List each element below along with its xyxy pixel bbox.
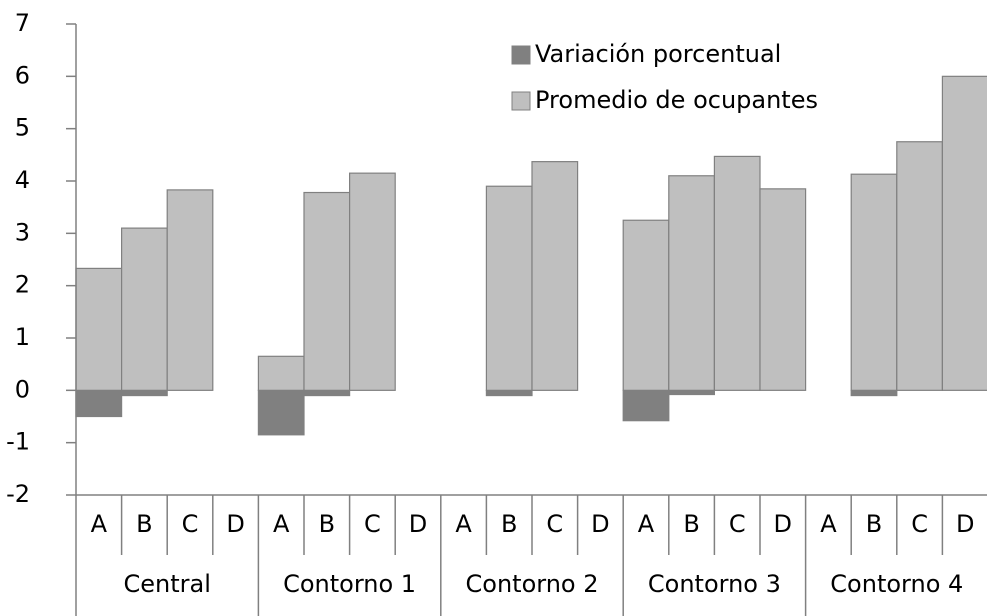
bar — [257, 355, 305, 391]
bar — [850, 173, 898, 391]
bar — [668, 175, 715, 391]
bar — [850, 389, 898, 397]
x-tick-label: D — [774, 510, 792, 538]
x-tick-label: B — [136, 510, 152, 538]
bar — [622, 389, 670, 422]
x-tick-label: B — [866, 510, 882, 538]
bar — [485, 389, 533, 397]
y-tick-label: 3 — [15, 218, 30, 246]
y-tick-label: 2 — [15, 271, 30, 299]
legend-label: Promedio de ocupantes — [535, 86, 818, 114]
x-tick-label: D — [591, 510, 609, 538]
legend-swatch — [511, 45, 531, 65]
group-label: Contorno 1 — [283, 570, 416, 598]
bar — [941, 75, 987, 391]
group-label: Central — [124, 570, 211, 598]
x-tick-label: B — [683, 510, 699, 538]
x-tick-label: A — [91, 510, 108, 538]
x-tick-label: D — [956, 510, 974, 538]
bar — [120, 389, 168, 397]
x-tick-label: B — [501, 510, 517, 538]
x-tick-label: C — [729, 510, 746, 538]
x-tick-label: C — [546, 510, 563, 538]
bar — [303, 389, 351, 397]
y-tick-label: 1 — [15, 323, 30, 351]
bar — [759, 188, 807, 391]
x-tick-label: A — [820, 510, 837, 538]
bar — [622, 219, 670, 391]
y-tick-label: -2 — [6, 480, 30, 508]
x-tick-label: C — [911, 510, 928, 538]
x-tick-label: A — [455, 510, 472, 538]
y-tick-label: -1 — [6, 428, 30, 456]
bar — [485, 185, 533, 391]
x-tick-label: C — [364, 510, 381, 538]
bar — [120, 227, 168, 391]
y-tick-label: 7 — [15, 9, 30, 37]
bar — [668, 389, 715, 396]
group-label: Contorno 3 — [648, 570, 781, 598]
x-tick-label: B — [319, 510, 335, 538]
legend-swatch — [511, 91, 531, 111]
bar — [75, 267, 123, 391]
legend-label: Variación porcentual — [535, 40, 781, 68]
x-tick-label: D — [409, 510, 427, 538]
group-label: Contorno 2 — [466, 570, 599, 598]
x-tick-label: D — [226, 510, 244, 538]
y-tick-label: 6 — [15, 61, 30, 89]
x-tick-label: A — [638, 510, 655, 538]
bar — [531, 161, 579, 391]
bar — [713, 155, 761, 391]
x-tick-label: A — [273, 510, 290, 538]
y-tick-label: 0 — [15, 375, 30, 403]
x-tick-label: C — [182, 510, 199, 538]
bar — [303, 191, 351, 391]
bar — [896, 141, 943, 391]
bar — [349, 172, 396, 391]
y-tick-label: 4 — [15, 166, 30, 194]
bar — [75, 389, 123, 418]
bar — [166, 189, 214, 391]
group-label: Contorno 4 — [830, 570, 963, 598]
bar — [257, 389, 305, 436]
y-tick-label: 5 — [15, 114, 30, 142]
